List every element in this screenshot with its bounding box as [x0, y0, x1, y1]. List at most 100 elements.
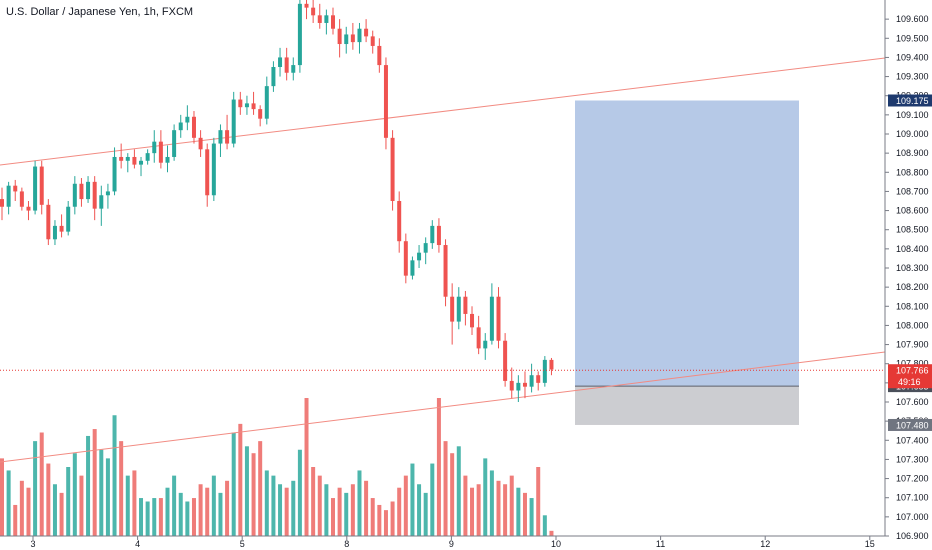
candle-body — [86, 181, 91, 200]
volume-bar — [59, 492, 64, 536]
candle — [503, 333, 508, 387]
candle-body — [377, 45, 382, 66]
candle — [33, 160, 38, 215]
target-price-badge: 109.175 — [896, 96, 929, 106]
volume-bar — [278, 484, 283, 536]
candle-body — [185, 116, 190, 123]
candle — [529, 363, 534, 393]
candle — [6, 181, 11, 215]
volume-bar — [46, 463, 51, 536]
candle-body — [344, 34, 349, 45]
time-tick-label: 10 — [551, 539, 561, 549]
candle — [112, 147, 117, 196]
candle — [297, 0, 302, 73]
volume-bar — [450, 453, 455, 536]
candle-body — [13, 185, 18, 192]
candle — [344, 26, 349, 54]
candle — [26, 201, 31, 221]
candle-body — [39, 166, 44, 205]
candle — [66, 201, 71, 236]
price-tick-label: 108.400 — [896, 244, 929, 254]
volume-bar — [211, 475, 216, 536]
candle-body — [0, 199, 4, 207]
candle — [331, 7, 335, 35]
volume-bar — [383, 510, 388, 536]
volume-bar — [244, 446, 249, 536]
candle — [52, 220, 57, 246]
volume-bar — [476, 484, 481, 536]
candle-body — [258, 109, 263, 119]
candle — [244, 95, 249, 115]
candle-body — [211, 143, 216, 196]
volume-bar — [522, 492, 527, 536]
trendlines[interactable] — [0, 57, 886, 463]
time-tick-label: 8 — [344, 539, 349, 549]
price-tick-label: 108.500 — [896, 225, 929, 235]
volume-bar — [337, 487, 342, 536]
volume-bar — [19, 480, 24, 536]
candle-body — [6, 185, 11, 207]
volume-bar — [264, 470, 269, 536]
volume-bar — [178, 492, 183, 536]
candle — [364, 19, 369, 43]
candle-body — [172, 130, 177, 157]
candle-body — [218, 130, 223, 144]
candle — [284, 47, 289, 81]
volume-bar — [489, 470, 494, 536]
current-price-badge-bg — [888, 364, 932, 389]
price-tick-label: 108.900 — [896, 148, 929, 158]
price-tick-label: 108.200 — [896, 282, 929, 292]
candle-body — [529, 375, 534, 387]
candle-body — [456, 296, 461, 322]
candle — [39, 160, 44, 215]
volume-bar — [344, 492, 349, 536]
volume-bar — [165, 487, 170, 536]
candle — [132, 149, 137, 169]
candle-body — [370, 36, 375, 46]
candle — [178, 114, 183, 138]
candle — [377, 38, 382, 73]
price-tick-label: 108.800 — [896, 167, 929, 177]
candle — [390, 130, 395, 211]
candle — [251, 91, 256, 115]
price-tick-label: 107.600 — [896, 397, 929, 407]
volume-bar — [357, 470, 362, 536]
candle — [516, 375, 521, 402]
candle-body — [238, 99, 243, 108]
candle — [172, 124, 177, 161]
candle-body — [66, 206, 71, 232]
candle — [211, 137, 216, 201]
candle — [198, 130, 203, 157]
volume-bar — [423, 492, 428, 536]
candle-body — [231, 99, 236, 144]
candle-body — [99, 195, 104, 209]
candle-body — [522, 382, 527, 387]
candle-body — [284, 57, 289, 73]
price-tick-label: 106.900 — [896, 531, 929, 541]
candle — [72, 176, 77, 215]
volume-bar — [218, 492, 223, 536]
time-tick-label: 11 — [656, 539, 665, 549]
volume-bar — [456, 446, 461, 536]
candle-body — [397, 201, 402, 242]
volume-bar — [311, 467, 316, 536]
candle — [264, 76, 269, 125]
volume-bar — [291, 480, 296, 536]
volume-bar — [0, 458, 4, 536]
candle-body — [33, 166, 38, 211]
candle — [231, 91, 236, 148]
candle-body — [317, 15, 322, 23]
candle — [218, 124, 223, 157]
loss-zone — [575, 386, 799, 425]
candle — [191, 111, 196, 144]
candles — [0, 0, 554, 402]
volume-bar — [503, 484, 508, 536]
volume-bar — [238, 423, 243, 536]
candle — [0, 187, 4, 221]
price-tick-label: 107.200 — [896, 474, 929, 484]
candle — [13, 179, 18, 201]
candle-body — [364, 28, 369, 37]
position-zones[interactable] — [575, 100, 799, 425]
candle — [19, 187, 24, 211]
